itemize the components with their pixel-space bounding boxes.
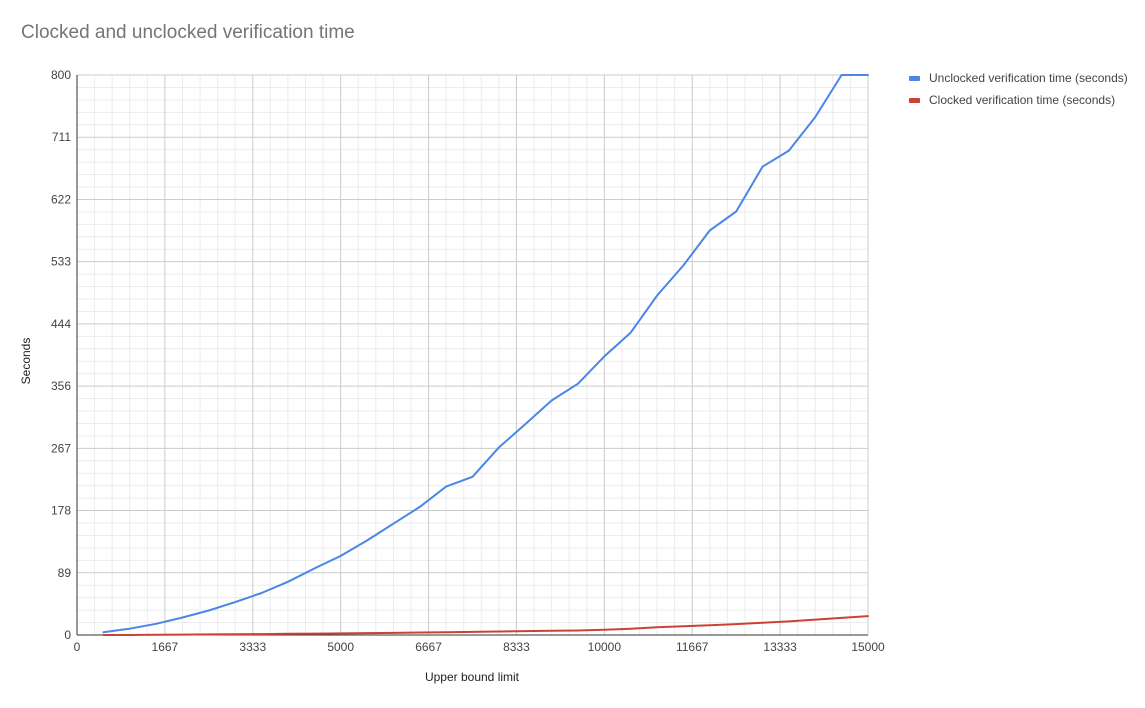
y-tick-label: 178	[51, 504, 71, 518]
minor-gridlines	[77, 75, 868, 635]
series-line-unclocked[interactable]	[102, 74, 869, 634]
chart-title: Clocked and unclocked verification time	[21, 22, 355, 43]
legend: Unclocked verification time (seconds) Cl…	[909, 67, 1128, 111]
series-line-clocked[interactable]	[102, 615, 869, 636]
y-tick-label: 711	[52, 130, 71, 144]
y-tick-label: 533	[51, 255, 71, 269]
series-lines	[102, 74, 869, 636]
x-tick-label: 13333	[763, 640, 797, 654]
legend-label-unclocked: Unclocked verification time (seconds)	[929, 71, 1128, 85]
legend-label-clocked: Clocked verification time (seconds)	[929, 93, 1116, 107]
y-tick-label: 356	[51, 379, 71, 393]
y-axis-title: Seconds	[19, 338, 33, 385]
x-tick-label: 8333	[503, 640, 530, 654]
y-tick-label: 800	[51, 68, 71, 82]
legend-item-clocked[interactable]: Clocked verification time (seconds)	[909, 89, 1128, 111]
tick-labels: 0 1667 3333 5000 6667 8333 10000 11667 13333 1500…	[51, 68, 885, 654]
y-tick-label: 267	[51, 441, 71, 455]
legend-swatch-unclocked	[909, 75, 920, 81]
x-tick-label: 10000	[588, 640, 622, 654]
x-tick-label: 3333	[239, 640, 266, 654]
x-tick-label: 5000	[327, 640, 354, 654]
x-tick-label: 11667	[676, 640, 709, 654]
y-tick-label: 622	[51, 192, 71, 206]
y-tick-label: 0	[64, 628, 71, 642]
y-tick-label: 444	[51, 317, 71, 331]
major-gridlines	[77, 74, 869, 635]
x-tick-label: 1667	[152, 640, 179, 654]
x-tick-label: 6667	[415, 640, 442, 654]
x-axis-title: Upper bound limit	[425, 670, 520, 684]
axes	[76, 75, 868, 636]
legend-swatch-clocked	[909, 97, 920, 103]
x-tick-label: 15000	[851, 640, 885, 654]
x-tick-label: 0	[74, 640, 81, 654]
legend-item-unclocked[interactable]: Unclocked verification time (seconds)	[909, 67, 1128, 89]
y-tick-label: 89	[58, 566, 72, 580]
